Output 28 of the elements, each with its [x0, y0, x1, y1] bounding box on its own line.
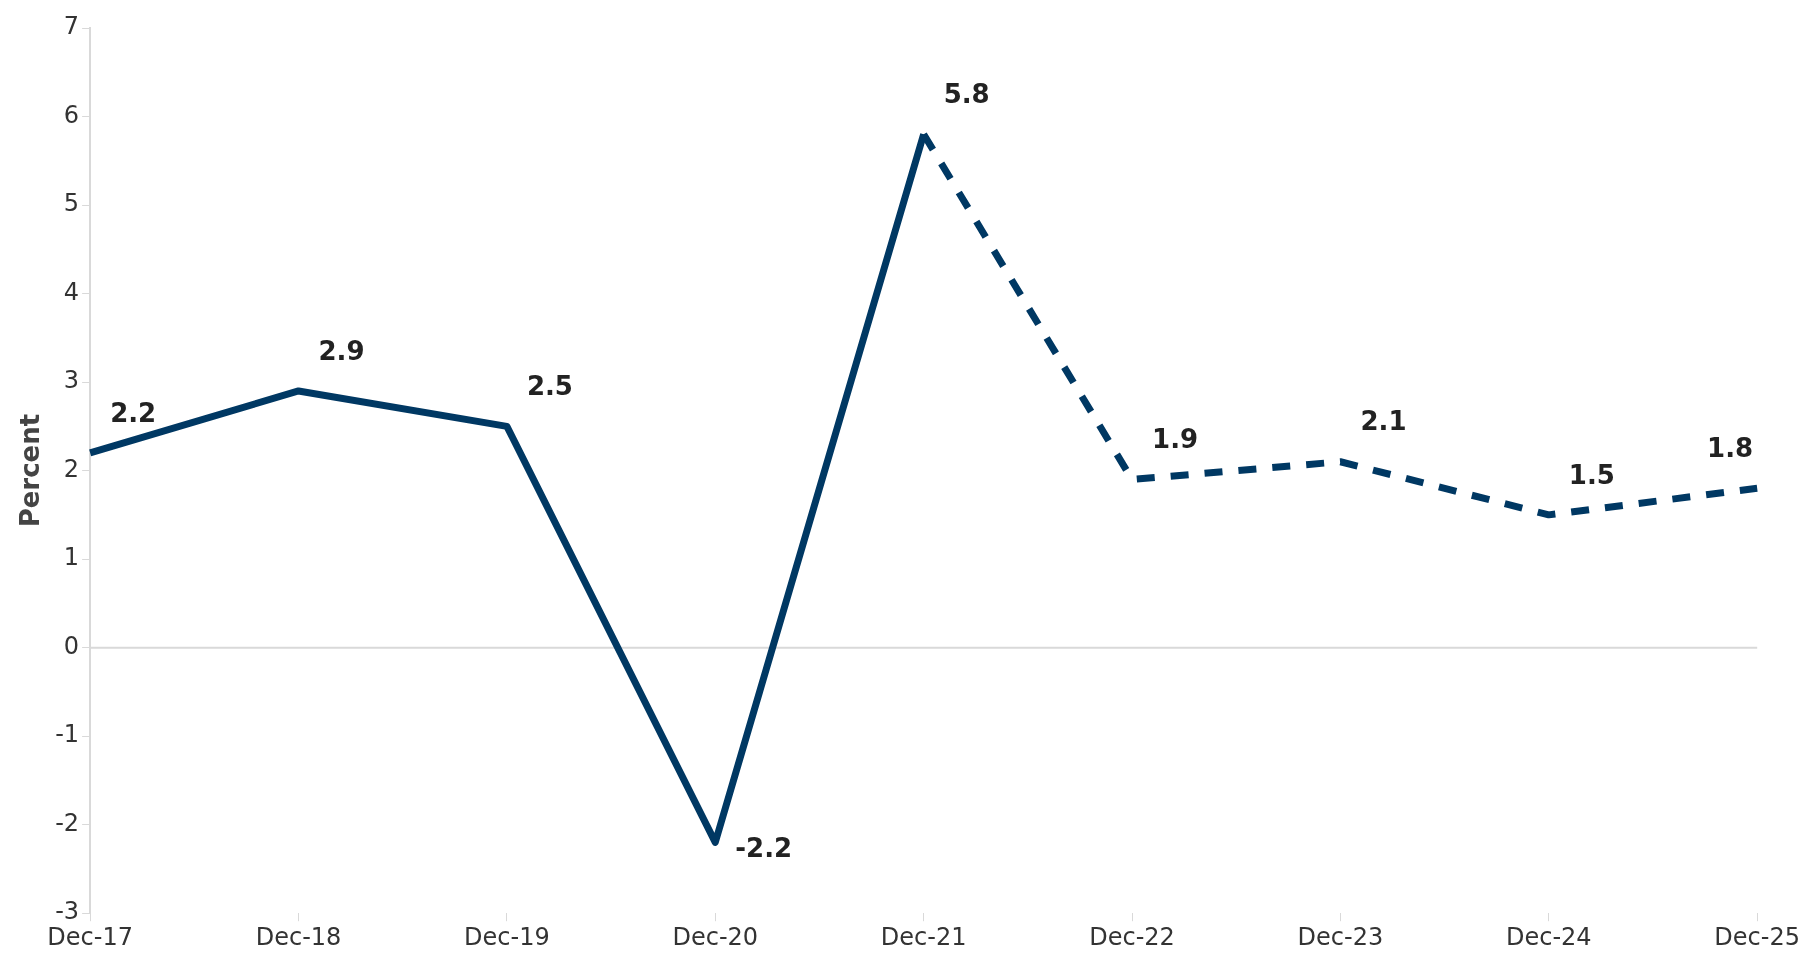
data-label: 5.8: [943, 78, 990, 109]
data-label: 2.2: [110, 397, 157, 428]
y-tick-label: 0: [63, 631, 80, 660]
data-label: 2.9: [318, 335, 365, 366]
data-label: 2.1: [1360, 406, 1407, 437]
data-label: 1.9: [1152, 424, 1199, 455]
x-tick-label: Dec-25: [1714, 922, 1800, 951]
y-tick-label: 1: [63, 543, 80, 572]
y-tick-label: 3: [63, 366, 80, 395]
y-tick-label: 7: [63, 12, 80, 41]
x-tick-label: Dec-18: [255, 922, 342, 951]
y-tick-label: 5: [63, 189, 80, 218]
y-tick-label: 4: [63, 277, 80, 306]
y-axis-title: Percent: [15, 413, 46, 528]
data-label: 1.8: [1707, 433, 1754, 464]
x-tick-label: Dec-19: [464, 922, 550, 951]
data-label: 1.5: [1568, 459, 1615, 490]
y-tick-label: 2: [63, 454, 80, 483]
data-label: -2.2: [735, 833, 793, 864]
x-tick-label: Dec-24: [1505, 922, 1592, 951]
x-tick-label: Dec-22: [1089, 922, 1175, 951]
y-tick-label: -1: [55, 720, 80, 749]
y-tick-label: -2: [55, 808, 80, 837]
data-label: 2.5: [526, 371, 573, 402]
y-tick-label: 6: [63, 100, 80, 129]
x-tick-label: Dec-21: [880, 922, 967, 951]
x-tick-label: Dec-20: [672, 922, 759, 951]
x-tick-label: Dec-23: [1297, 922, 1384, 951]
